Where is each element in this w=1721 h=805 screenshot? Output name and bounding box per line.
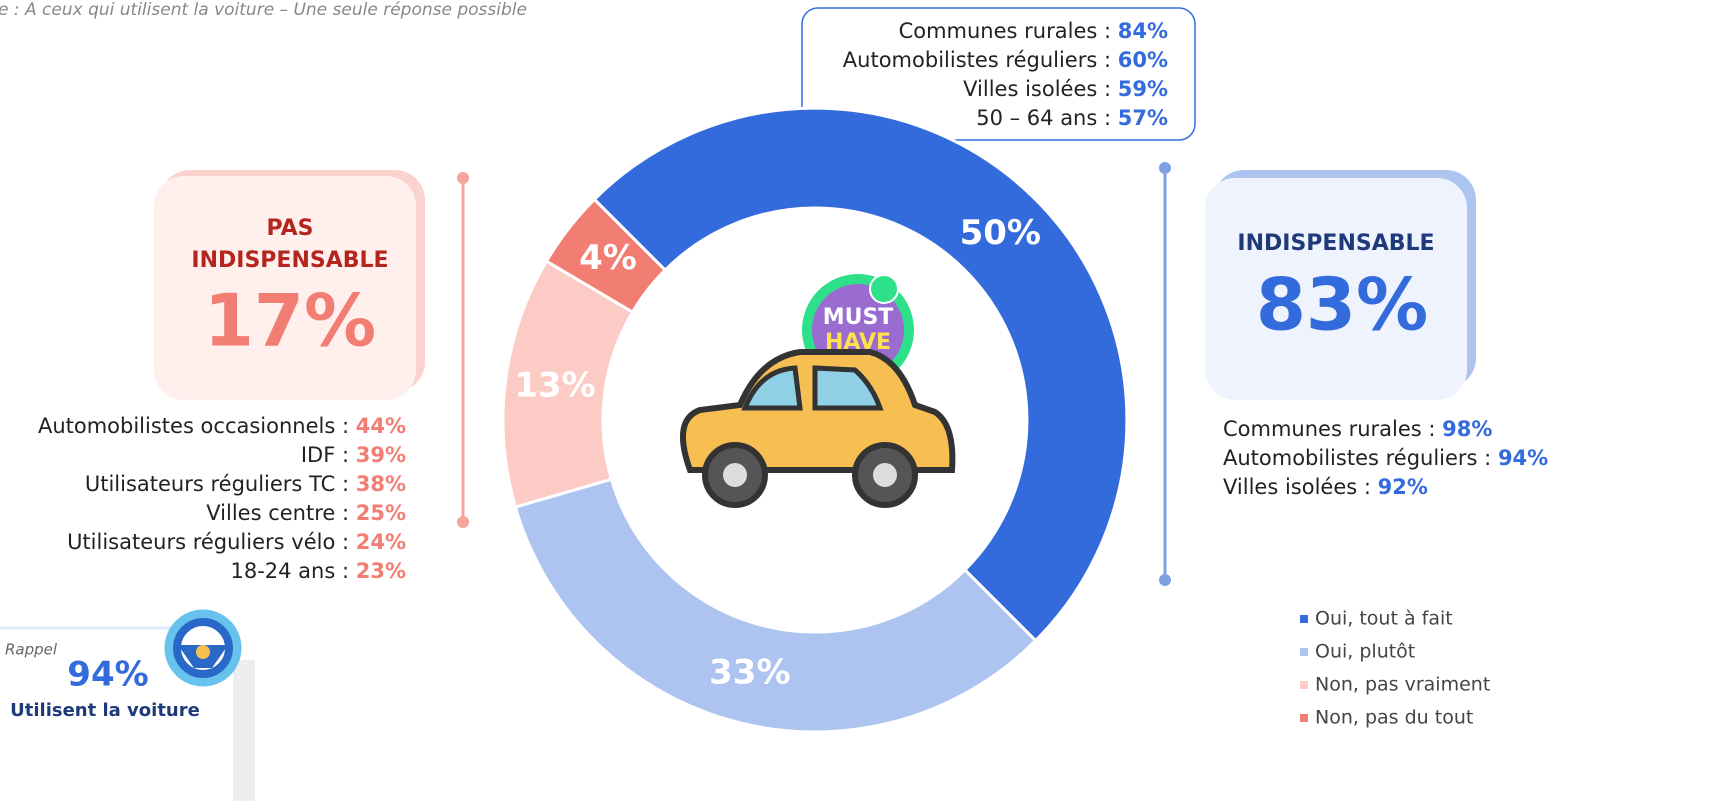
legend-label: Oui, tout à fait — [1315, 608, 1453, 630]
row-value: 38% — [356, 472, 406, 496]
donut-segment — [515, 479, 1035, 732]
steering-icon — [169, 614, 237, 682]
row: Automobilistes réguliers : 94% — [1223, 446, 1548, 470]
row: Automobilistes réguliers : 60% — [843, 48, 1168, 72]
row-label: Communes rurales : — [1223, 417, 1442, 441]
row-label: Automobilistes réguliers : — [1223, 446, 1498, 470]
segment-label: 4% — [579, 238, 637, 278]
left-title: INDISPENSABLE — [191, 248, 388, 273]
row-label: Villes centre : — [206, 501, 355, 525]
car-icon — [683, 352, 952, 505]
segment-label: 33% — [709, 652, 790, 692]
dot — [457, 516, 469, 528]
dot — [1159, 162, 1171, 174]
legend-swatch — [1300, 714, 1308, 722]
row-label: IDF : — [301, 443, 356, 467]
row-label: Automobilistes réguliers : — [843, 48, 1118, 72]
row-value: 39% — [356, 443, 406, 467]
row: Villes isolées : 92% — [1223, 475, 1428, 499]
legend-swatch — [1300, 615, 1308, 623]
row-value: 84% — [1118, 19, 1168, 43]
row-value: 92% — [1378, 475, 1428, 499]
legend-swatch — [1300, 681, 1308, 689]
infographic: e : A ceux qui utilisent la voiture – Un… — [0, 0, 1721, 801]
rappel-label: Rappel — [5, 641, 58, 659]
row-label: 50 – 64 ans : — [976, 106, 1118, 130]
row: Villes centre : 25% — [206, 501, 406, 525]
right-value: 83% — [1256, 263, 1428, 347]
left-title: PAS — [267, 216, 314, 241]
row-value: 57% — [1118, 106, 1168, 130]
row-value: 44% — [356, 414, 406, 438]
badge-check — [870, 275, 898, 303]
segment-label: 13% — [514, 366, 595, 406]
legend-label: Oui, plutôt — [1315, 641, 1415, 663]
segment-label: 50% — [960, 213, 1041, 253]
row: Automobilistes occasionnels : 44% — [38, 414, 406, 438]
row-label: Villes isolées : — [1223, 475, 1378, 499]
row-value: 98% — [1442, 417, 1492, 441]
row-label: 18-24 ans : — [230, 559, 355, 583]
row-value: 94% — [1498, 446, 1548, 470]
row: 18-24 ans : 23% — [230, 559, 406, 583]
dot — [457, 172, 469, 184]
row: 50 – 64 ans : 57% — [976, 106, 1168, 130]
row: Communes rurales : 98% — [1223, 417, 1492, 441]
row-label: Communes rurales : — [899, 19, 1118, 43]
badge-text: MUST — [823, 305, 894, 330]
left-rows: Automobilistes occasionnels : 44%IDF : 3… — [38, 414, 406, 583]
row-label: Automobilistes occasionnels : — [38, 414, 356, 438]
right-rows: Communes rurales : 98% Automobilistes rég… — [1223, 417, 1548, 499]
legend-label: Non, pas vraiment — [1315, 674, 1490, 696]
rappel-value: 94% — [67, 655, 148, 695]
legend-swatch — [1300, 648, 1308, 656]
row: Villes isolées : 59% — [963, 77, 1168, 101]
legend-label: Non, pas du tout — [1315, 707, 1473, 729]
right-title: INDISPENSABLE — [1237, 231, 1434, 256]
legend: Oui, tout à fait Oui, plutôt Non, pas vrai… — [1300, 608, 1490, 729]
rappel-text: Utilisent la voiture — [10, 700, 200, 721]
row-label: Utilisateurs réguliers TC : — [85, 472, 356, 496]
row: Utilisateurs réguliers TC : 38% — [85, 472, 406, 496]
left-value: 17% — [204, 279, 376, 363]
row-value: 24% — [356, 530, 406, 554]
dot — [1159, 574, 1171, 586]
rappel-shadow — [235, 660, 255, 801]
subtitle: e : A ceux qui utilisent la voiture – Un… — [0, 0, 527, 20]
row-value: 60% — [1118, 48, 1168, 72]
row: Utilisateurs réguliers vélo : 24% — [67, 530, 406, 554]
row-label: Villes isolées : — [963, 77, 1118, 101]
row: IDF : 39% — [301, 443, 406, 467]
row-value: 23% — [356, 559, 406, 583]
row-value: 59% — [1118, 77, 1168, 101]
row-label: Utilisateurs réguliers vélo : — [67, 530, 356, 554]
row-value: 25% — [356, 501, 406, 525]
row: Communes rurales : 84% — [899, 19, 1168, 43]
